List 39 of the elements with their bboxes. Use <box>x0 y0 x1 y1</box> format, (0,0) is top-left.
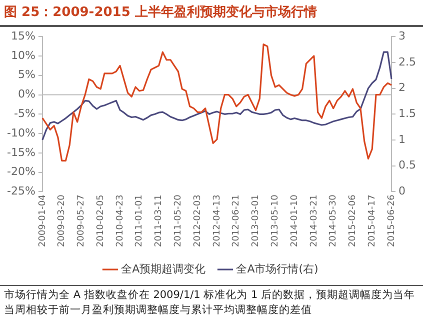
y2-tick-label: 1.5 <box>398 107 416 120</box>
x-tick-label: 2010-04-23 <box>115 194 126 248</box>
y-tick-label: 15% <box>10 29 36 42</box>
x-tick-label: 2013-05-10 <box>270 194 280 248</box>
x-tick-label: 2009-01-04 <box>38 194 48 248</box>
y2-tick-label: 1 <box>398 132 406 146</box>
chart-title: 图 25：2009-2015 上半年盈利预期变化与市场行情 <box>0 0 423 27</box>
x-tick-label: 2009-03-20 <box>57 194 68 248</box>
y-tick-label: -15% <box>6 146 36 159</box>
x-tick-label: 2015-02-06 <box>348 194 358 248</box>
y2-tick-label: 0 <box>398 184 406 198</box>
y-tick-label: -5% <box>14 107 36 120</box>
x-tick-label: 2015-04-17 <box>367 194 378 248</box>
x-tick-label: 2013-03-01 <box>251 194 262 248</box>
y2-tick-label: 3 <box>398 29 406 42</box>
y-tick-label: 10% <box>10 48 36 62</box>
x-tick-label: 2015-06-26 <box>386 194 397 248</box>
y-tick-label: -25% <box>6 184 36 198</box>
x-tick-label: 2014-01-10 <box>290 194 300 248</box>
y-tick-label: 0% <box>18 88 36 101</box>
x-tick-label: 2011-01-01 <box>134 194 145 248</box>
y-tick-label: -10% <box>6 126 36 140</box>
x-tick-label: 2012-06-21 <box>232 194 242 248</box>
x-tick-label: 2014-05-30 <box>328 194 339 248</box>
x-tick-label: 2012-02-03 <box>192 194 203 248</box>
x-tick-label: 2012-04-13 <box>212 194 222 248</box>
legend-label: 全A预期超调变化 <box>121 262 206 276</box>
y2-tick-label: 0.5 <box>398 158 416 172</box>
x-tick-label: 2011-05-20 <box>174 194 184 248</box>
y-tick-label: 5% <box>18 68 36 82</box>
x-tick-label: 2009-05-27 <box>76 194 87 248</box>
text: 市场行情为全 A 指数收盘价在 2009/1/1 标准化为 1 后的数据，预期超调幅度为当年当周相较于前一月盈利预期调整幅度与累计平均调整幅度的差值 <box>0 285 423 320</box>
y2-tick-label: 2.5 <box>398 55 416 68</box>
x-tick-label: 2010-02-05 <box>96 194 106 248</box>
x-tick-label: 2014-03-21 <box>309 194 320 248</box>
y2-tick-label: 2 <box>398 81 406 94</box>
x-tick-label: 2011-03-11 <box>154 194 164 248</box>
y-tick-label: -20% <box>6 165 36 178</box>
legend-label: 全A市场行情(右) <box>236 262 318 276</box>
